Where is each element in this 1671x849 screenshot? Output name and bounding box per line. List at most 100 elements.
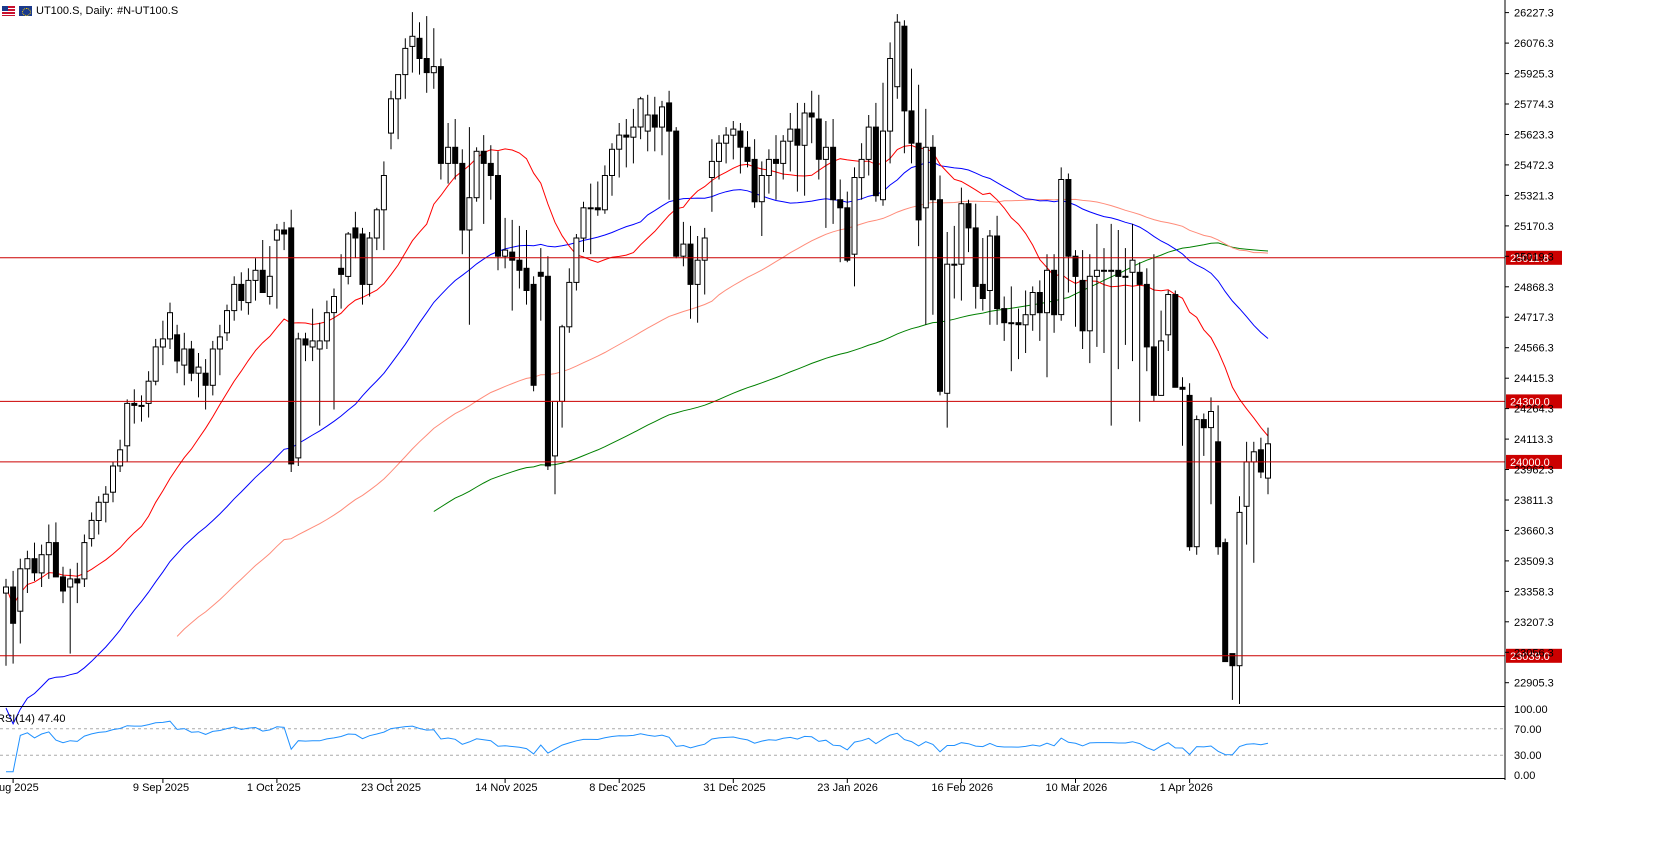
candle[interactable] [1200, 413, 1207, 456]
candle[interactable] [666, 90, 673, 200]
candle[interactable] [673, 127, 680, 259]
candle[interactable] [366, 232, 373, 297]
candle[interactable] [737, 123, 744, 174]
candle[interactable] [1058, 167, 1065, 321]
candle[interactable] [1079, 250, 1086, 349]
candle[interactable] [1172, 290, 1179, 388]
candle[interactable] [716, 135, 722, 180]
candle[interactable] [359, 227, 366, 305]
candle[interactable] [309, 308, 316, 362]
candle[interactable] [880, 82, 886, 206]
candle[interactable] [844, 191, 851, 263]
candle[interactable] [459, 149, 466, 255]
candle[interactable] [951, 225, 958, 299]
candle[interactable] [202, 359, 209, 410]
candle[interactable] [929, 135, 936, 315]
candle[interactable] [1022, 290, 1029, 354]
candle[interactable] [587, 183, 594, 255]
candle[interactable] [773, 135, 779, 200]
candle[interactable] [288, 209, 295, 472]
candle[interactable] [972, 203, 979, 309]
candle[interactable] [594, 181, 601, 216]
candle[interactable] [302, 332, 309, 362]
price-chart[interactable] [0, 12, 1505, 725]
candle[interactable] [1101, 248, 1107, 353]
candle[interactable] [331, 288, 337, 410]
candle[interactable] [502, 217, 509, 269]
candle[interactable] [145, 371, 152, 418]
candle[interactable] [1143, 268, 1150, 372]
candle[interactable] [1072, 250, 1079, 327]
candle[interactable] [174, 324, 181, 374]
candle[interactable] [266, 246, 273, 305]
candle[interactable] [159, 320, 166, 366]
candle[interactable] [338, 254, 345, 309]
candle[interactable] [601, 165, 608, 214]
candle[interactable] [758, 161, 765, 236]
candle[interactable] [530, 276, 537, 392]
candle[interactable] [765, 149, 772, 194]
candle[interactable] [787, 113, 794, 172]
candle[interactable] [865, 115, 872, 176]
candle[interactable] [1265, 427, 1271, 495]
candle[interactable] [780, 135, 787, 180]
candle[interactable] [209, 340, 216, 396]
candle[interactable] [473, 147, 480, 202]
candle[interactable] [644, 94, 651, 152]
candle[interactable] [901, 20, 908, 154]
candle[interactable] [487, 145, 494, 200]
candle[interactable] [822, 121, 829, 228]
candle[interactable] [95, 496, 102, 535]
candle[interactable] [195, 353, 202, 398]
candle[interactable] [979, 238, 986, 311]
candle[interactable] [687, 225, 694, 319]
candle[interactable] [908, 68, 915, 164]
candle[interactable] [794, 102, 801, 192]
candle[interactable] [986, 230, 993, 325]
candle[interactable] [245, 268, 252, 315]
candle[interactable] [965, 199, 972, 253]
candle[interactable] [922, 108, 929, 325]
candle[interactable] [552, 400, 558, 495]
candle[interactable] [259, 240, 266, 293]
candle[interactable] [1222, 538, 1229, 663]
candle[interactable] [887, 42, 894, 164]
candle[interactable] [801, 102, 808, 196]
candle[interactable] [252, 258, 259, 301]
candle[interactable] [1093, 223, 1100, 347]
candle[interactable] [480, 135, 487, 224]
candle[interactable] [88, 512, 95, 547]
candle[interactable] [872, 102, 879, 202]
candle[interactable] [1029, 286, 1036, 331]
candle[interactable] [580, 201, 587, 253]
candle[interactable] [994, 215, 1001, 325]
candle[interactable] [60, 566, 66, 604]
candle[interactable] [81, 534, 88, 588]
candle[interactable] [380, 161, 387, 251]
candle[interactable] [701, 227, 708, 295]
candle[interactable] [395, 74, 402, 140]
candle[interactable] [295, 332, 302, 466]
candle[interactable] [894, 14, 901, 99]
candle[interactable] [659, 100, 665, 156]
candle[interactable] [837, 179, 844, 263]
candle[interactable] [708, 139, 715, 212]
candle[interactable] [573, 234, 580, 291]
candle[interactable] [1158, 310, 1165, 396]
candle[interactable] [630, 108, 637, 164]
candle[interactable] [623, 119, 630, 168]
candle[interactable] [808, 90, 815, 144]
candle[interactable] [1257, 437, 1264, 479]
candle[interactable] [10, 570, 17, 664]
candle[interactable] [102, 486, 109, 523]
candle[interactable] [723, 127, 730, 164]
candle[interactable] [466, 127, 473, 325]
candle[interactable] [637, 96, 644, 140]
candle[interactable] [124, 399, 131, 462]
candle[interactable] [680, 221, 687, 267]
candle[interactable] [445, 123, 452, 184]
candle[interactable] [1044, 254, 1050, 378]
candle[interactable] [67, 568, 74, 654]
candle[interactable] [730, 121, 737, 160]
